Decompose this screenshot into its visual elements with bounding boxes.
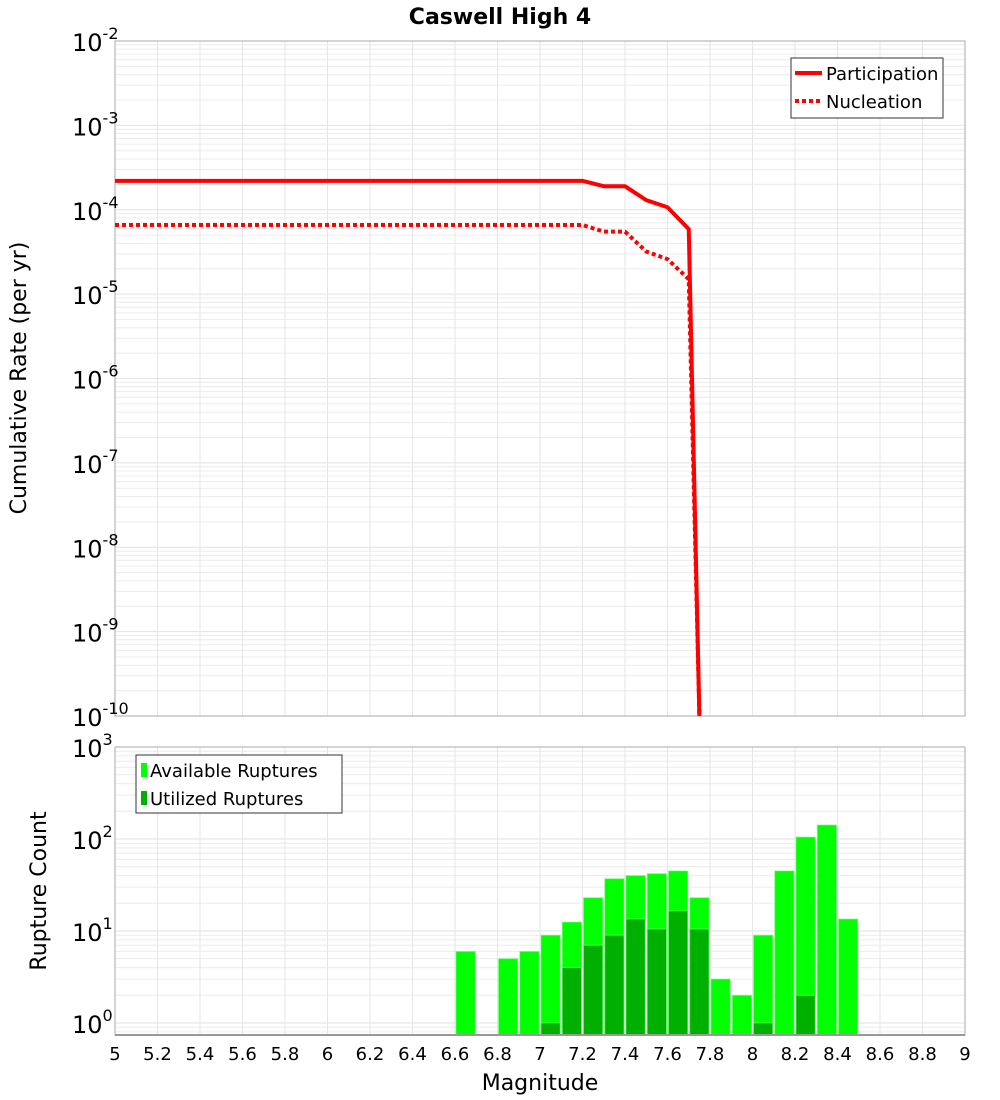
bar-available-ruptures (774, 870, 795, 1036)
bar-utilized-ruptures (668, 910, 689, 1036)
y-axis-bottom-tick-label: 102 (72, 822, 113, 855)
x-tick-label: 5.8 (271, 1044, 300, 1065)
legend-swatch-available-ruptures (141, 763, 147, 777)
x-tick-label: 6.6 (441, 1044, 470, 1065)
x-tick-label: 8.6 (866, 1044, 895, 1065)
y-axis-label-bottom: Rupture Count (27, 811, 52, 971)
bar-utilized-ruptures (604, 934, 625, 1036)
legend-label-available-ruptures: Available Ruptures (150, 761, 318, 782)
bar-utilized-ruptures (625, 918, 646, 1036)
x-tick-label: 7.6 (653, 1044, 682, 1065)
x-axis-label: Magnitude (482, 1071, 599, 1096)
x-tick-label: 7.4 (611, 1044, 640, 1065)
y-axis-bottom-tick-label: 101 (72, 914, 113, 947)
legend-label-utilized-ruptures: Utilized Ruptures (150, 789, 303, 810)
y-axis-top-tick-label: 10-6 (72, 362, 119, 395)
bar-available-ruptures (731, 994, 752, 1036)
legend-swatch-utilized-ruptures (141, 791, 147, 805)
legend-label-nucleation: Nucleation (826, 92, 922, 113)
x-tick-label: 7.8 (696, 1044, 725, 1065)
plot-frame (114, 40, 966, 717)
y-axis-top-tick-label: 10-2 (72, 24, 119, 57)
x-tick-label: 6.4 (398, 1044, 427, 1065)
bar-available-ruptures (753, 934, 774, 1036)
bar-utilized-ruptures (753, 1022, 774, 1036)
y-axis-top-tick-label: 10-9 (72, 615, 119, 648)
x-tick-label: 5 (109, 1044, 120, 1065)
bar-available-ruptures (816, 824, 837, 1036)
y-axis-top-tick-label: 10-5 (72, 277, 119, 310)
chart-title: Caswell High 4 (409, 5, 591, 30)
bar-utilized-ruptures (540, 1022, 561, 1036)
y-axis-top-tick-label: 10-4 (72, 193, 119, 226)
x-tick-label: 6 (322, 1044, 333, 1065)
bar-available-ruptures (455, 950, 476, 1036)
series-line-nucleation (115, 222, 702, 717)
bar-available-ruptures (498, 958, 519, 1036)
bar-utilized-ruptures (583, 944, 604, 1036)
bar-utilized-ruptures (689, 928, 710, 1036)
x-tick-label: 7.2 (568, 1044, 597, 1065)
y-axis-top-tick-label: 10-3 (72, 108, 119, 141)
x-tick-label: 5.6 (228, 1044, 257, 1065)
x-tick-label: 6.8 (483, 1044, 512, 1065)
x-tick-label: 8.4 (823, 1044, 852, 1065)
legend-label-participation: Participation (826, 64, 938, 85)
y-axis-top-tick-label: 10-10 (72, 699, 129, 732)
y-axis-label-top: Cumulative Rate (per yr) (7, 242, 32, 515)
bar-utilized-ruptures (646, 928, 667, 1036)
y-axis-top-tick-label: 10-7 (72, 446, 119, 479)
bar-available-ruptures (540, 934, 561, 1036)
x-tick-label: 8.8 (908, 1044, 937, 1065)
series-line-participation (115, 178, 702, 717)
x-tick-label: 6.2 (356, 1044, 385, 1065)
x-tick-label: 8 (747, 1044, 758, 1065)
legend-box-top (790, 57, 944, 119)
x-tick-label: 5.2 (143, 1044, 172, 1065)
x-tick-label: 9 (959, 1044, 970, 1065)
bar-available-ruptures (838, 918, 859, 1036)
bar-available-ruptures (710, 978, 731, 1036)
legend-box-bottom (135, 754, 343, 814)
x-tick-label: 5.4 (186, 1044, 215, 1065)
y-axis-top-tick-label: 10-8 (72, 530, 119, 563)
x-tick-label: 8.2 (781, 1044, 810, 1065)
bar-utilized-ruptures (795, 994, 816, 1036)
bar-utilized-ruptures (561, 967, 582, 1036)
y-axis-bottom-tick-label: 100 (72, 1006, 113, 1039)
x-tick-label: 7 (534, 1044, 545, 1065)
bar-available-ruptures (519, 950, 540, 1036)
y-axis-bottom-tick-label: 103 (72, 730, 113, 763)
